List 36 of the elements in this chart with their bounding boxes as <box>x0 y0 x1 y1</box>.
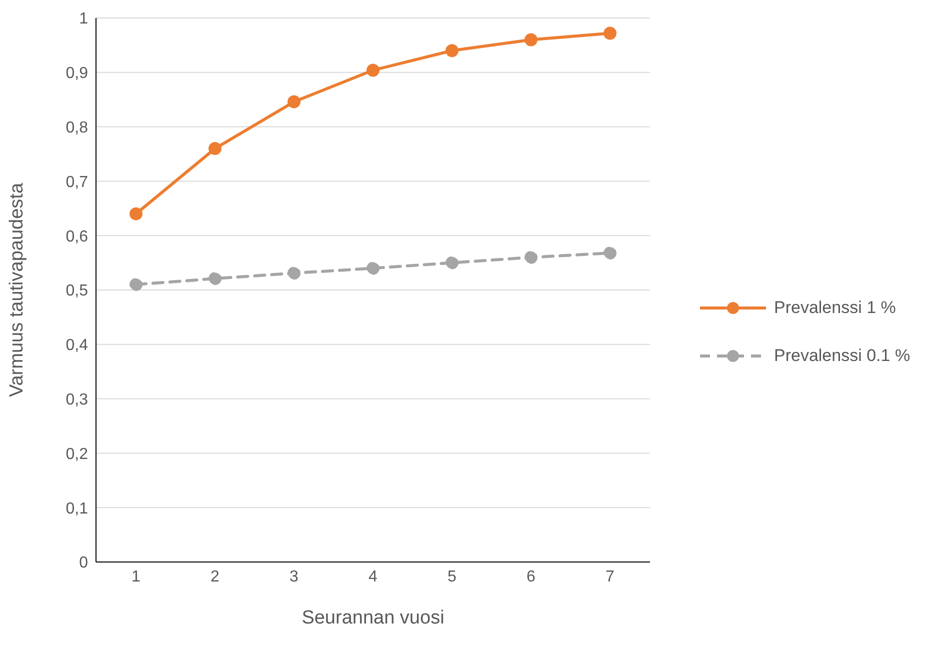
y-tick-label: 0,2 <box>66 446 88 463</box>
y-tick-label: 0,8 <box>66 119 88 136</box>
y-tick-label: 0,3 <box>66 391 88 408</box>
point <box>288 95 300 108</box>
y-tick-label: 0,9 <box>66 65 88 82</box>
y-tick-label: 0,4 <box>66 337 88 354</box>
point <box>366 262 380 275</box>
y-axis-title: Varmuus tautivapaudesta <box>6 182 28 398</box>
x-tick-label: 7 <box>606 568 615 586</box>
x-tick-label: 2 <box>210 568 220 586</box>
point <box>366 64 380 77</box>
point <box>524 250 538 264</box>
x-tick-label: 5 <box>448 568 457 586</box>
x-axis-title: Seurannan vuosi <box>302 607 444 628</box>
point <box>208 142 222 156</box>
x-tick-label: 4 <box>368 568 378 586</box>
y-tick-label: 0,6 <box>66 228 88 246</box>
point <box>604 26 616 40</box>
legend-label: Prevalenssi 1 % <box>774 298 896 318</box>
y-tick-label: 0 <box>79 554 88 572</box>
point <box>208 272 222 286</box>
y-tick-label: 1 <box>79 10 88 28</box>
x-tick-label: 3 <box>290 568 299 586</box>
x-tick-label: 1 <box>132 568 141 586</box>
point <box>288 266 300 280</box>
point <box>130 278 142 292</box>
point <box>524 33 538 46</box>
legend-label: Prevalenssi 0.1 % <box>774 346 910 366</box>
x-tick-label: 6 <box>526 568 536 586</box>
y-tick-label: 0,1 <box>66 500 88 518</box>
y-tick-label: 0,7 <box>66 174 88 191</box>
point <box>446 44 458 58</box>
y-tick-label: 0,5 <box>66 282 88 300</box>
point <box>130 207 142 220</box>
point <box>446 256 458 270</box>
point <box>604 246 616 260</box>
